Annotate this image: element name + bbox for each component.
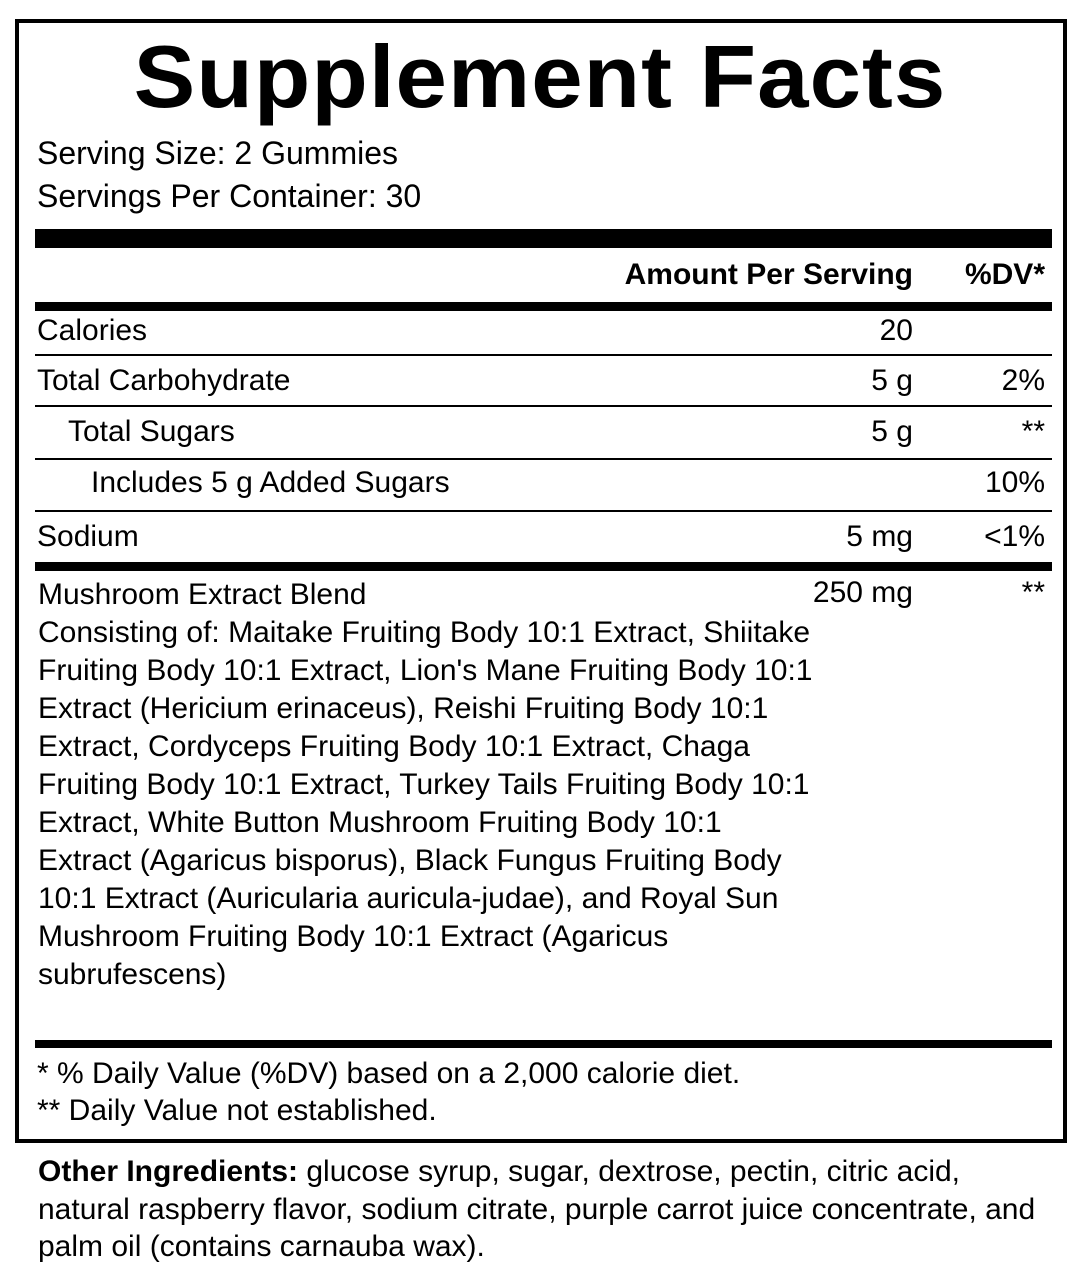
row-amount-carbohydrate: 5 g — [871, 364, 913, 397]
blend-section: Mushroom Extract Blend Consisting of: Ma… — [38, 576, 818, 994]
row-amount-calories: 20 — [879, 314, 913, 347]
row-name-calories: Calories — [37, 314, 148, 347]
row-divider — [35, 405, 1052, 407]
row-name-carbohydrate: Total Carbohydrate — [37, 364, 291, 397]
serving-size: Serving Size: 2 Gummies — [37, 135, 399, 171]
footnote-not-established: ** Daily Value not established. — [37, 1094, 437, 1127]
other-ingredients: Other Ingredients: glucose syrup, sugar,… — [38, 1153, 1048, 1266]
row-divider — [35, 510, 1052, 512]
row-name-added-sugars: Includes 5 g Added Sugars — [91, 466, 450, 499]
row-dv-carbohydrate: 2% — [1001, 364, 1045, 397]
other-ingredients-label: Other Ingredients: — [38, 1155, 299, 1188]
divider — [35, 1040, 1052, 1048]
row-name-sodium: Sodium — [37, 520, 139, 553]
row-amount-sodium: 5 mg — [846, 520, 913, 553]
row-dv-sodium: <1% — [984, 520, 1045, 553]
row-divider — [35, 458, 1052, 460]
supplement-facts-panel — [15, 19, 1067, 1143]
other-ingredients-text: glucose syrup, sugar, dextrose, pectin, … — [38, 1155, 1036, 1263]
row-dv-total-sugars: ** — [1021, 415, 1045, 448]
servings-per-container: Servings Per Container: 30 — [37, 178, 422, 214]
row-name-total-sugars: Total Sugars — [68, 415, 235, 448]
divider — [35, 562, 1052, 571]
footnote-dv: * % Daily Value (%DV) based on a 2,000 c… — [37, 1057, 741, 1090]
blend-description: Consisting of: Maitake Fruiting Body 10:… — [38, 616, 813, 991]
row-amount-total-sugars: 5 g — [871, 415, 913, 448]
divider — [35, 302, 1052, 311]
blend-dv: ** — [1021, 576, 1045, 609]
row-dv-added-sugars: 10% — [984, 466, 1045, 499]
blend-name: Mushroom Extract Blend — [38, 578, 367, 611]
row-divider — [35, 354, 1052, 356]
amount-header: Amount Per Serving — [624, 258, 913, 291]
panel-title: Supplement Facts — [133, 27, 947, 126]
blend-amount: 250 mg — [812, 576, 913, 609]
thick-divider — [35, 229, 1052, 248]
dv-header: %DV* — [964, 258, 1045, 291]
